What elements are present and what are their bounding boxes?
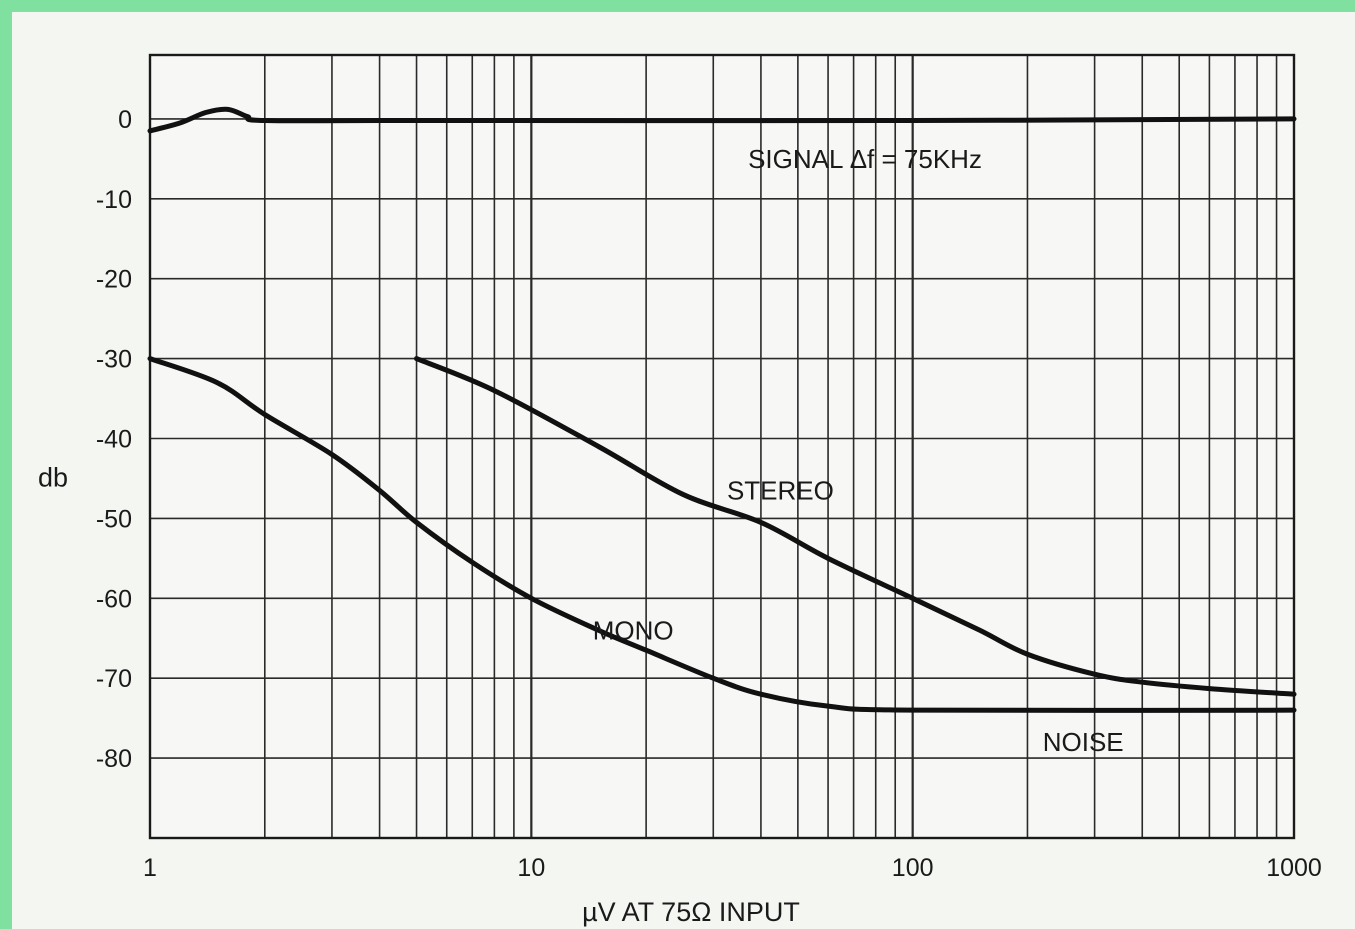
y-tick-label: -40 [96, 426, 132, 454]
y-tick-label: 0 [118, 106, 132, 134]
x-axis-label: µV AT 75Ω INPUT [582, 897, 800, 927]
annotation-label: STEREO [727, 475, 834, 505]
y-tick-label: -30 [96, 346, 132, 374]
y-tick-label: -10 [96, 186, 132, 214]
y-tick-label: -80 [96, 745, 132, 773]
series-line-mono [147, 356, 1297, 713]
y-tick-label: -50 [96, 505, 132, 533]
series-line-stereo [414, 356, 1297, 697]
y-axis-label: db [38, 462, 68, 492]
annotation-label: SIGNAL Δf = 75KHz [748, 144, 982, 174]
annotation-label: NOISE [1043, 727, 1124, 757]
y-tick-label: -70 [96, 665, 132, 693]
annotation-label: MONO [593, 615, 674, 645]
chart-frame: 0 -10 -20 -30 -40 -50 -60 -70 -80 1 10 100 1000 db µV … [12, 12, 1355, 929]
series-line-signal [147, 106, 1297, 134]
y-tick-label: -20 [96, 266, 132, 294]
x-tick-label: 1000 [1266, 854, 1322, 882]
y-tick-label: -60 [96, 585, 132, 613]
plot-area [150, 55, 1294, 838]
chart-plot: 0 -10 -20 -30 -40 -50 -60 -70 -80 1 10 100 1000 db µV … [38, 53, 1322, 927]
x-tick-label: 1 [143, 854, 157, 882]
x-tick-label: 10 [517, 854, 545, 882]
x-tick-label: 100 [892, 854, 934, 882]
plot-border [148, 53, 1296, 840]
